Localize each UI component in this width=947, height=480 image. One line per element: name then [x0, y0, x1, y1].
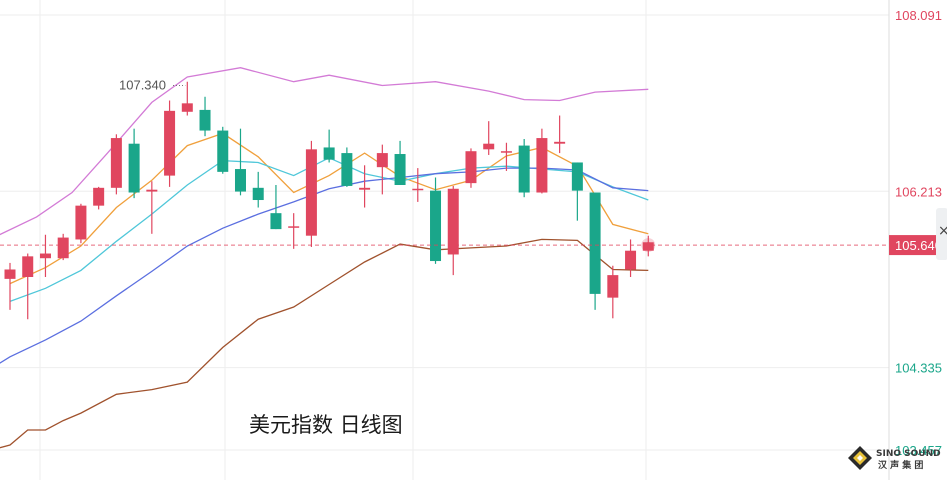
candle-body	[39, 253, 51, 259]
candle	[412, 168, 424, 202]
y-tick-label: 104.335	[895, 361, 942, 376]
candle-body	[110, 138, 122, 188]
candle-body	[500, 151, 512, 153]
candle-body	[607, 275, 619, 298]
current-price-label: 105.640	[895, 238, 942, 253]
candle-body	[430, 190, 442, 262]
candle-body	[199, 109, 211, 131]
candle	[554, 115, 566, 154]
candle-body	[483, 143, 495, 150]
current-price-badge	[889, 235, 947, 256]
candle	[465, 148, 477, 188]
candle-body	[234, 169, 246, 192]
candle-body	[93, 187, 105, 206]
candle-body	[305, 149, 317, 236]
candle	[4, 262, 16, 310]
candle	[75, 203, 87, 244]
candle	[217, 126, 229, 174]
candle-body	[181, 103, 193, 112]
candle	[234, 128, 246, 196]
y-tick-label: 108.091	[895, 8, 942, 23]
candle	[430, 177, 442, 264]
candle-body	[4, 269, 16, 279]
candle-body	[323, 147, 335, 160]
candle	[252, 171, 264, 208]
y-tick-label: 103.457	[895, 443, 942, 458]
candle	[394, 140, 406, 186]
candle-body	[341, 153, 353, 186]
diamond-logo-icon	[848, 446, 872, 470]
candle	[607, 265, 619, 319]
candle	[323, 129, 335, 163]
close-button[interactable]: ×	[936, 208, 947, 260]
candle	[518, 139, 530, 198]
candle	[110, 134, 122, 195]
candle	[39, 234, 51, 277]
last-price-dot	[645, 242, 652, 249]
candle	[128, 128, 140, 199]
candle	[625, 239, 637, 277]
indicator-lines	[0, 67, 649, 449]
candle-body	[465, 151, 477, 184]
candle-body	[217, 130, 229, 172]
candle-body	[164, 110, 176, 176]
candle	[376, 144, 388, 195]
candle	[447, 185, 459, 276]
candle	[199, 96, 211, 137]
chart-title: 美元指数 日线图	[249, 413, 403, 437]
candle	[305, 140, 317, 247]
candle-body	[589, 192, 601, 294]
ma-mid-line	[9, 157, 649, 303]
candle	[341, 147, 353, 187]
candle	[270, 185, 282, 230]
candle	[500, 142, 512, 171]
candle	[93, 186, 105, 210]
candle-body	[376, 153, 388, 168]
candle-body	[288, 226, 300, 228]
bollinger-upper-line	[0, 67, 649, 236]
close-icon[interactable]: ×	[938, 223, 947, 239]
candle	[57, 233, 69, 261]
candle-body	[57, 237, 69, 259]
candle-body	[270, 213, 282, 230]
candle-body	[359, 187, 371, 190]
candle-body	[536, 138, 548, 193]
candle	[589, 192, 601, 310]
candle-body	[447, 188, 459, 255]
candle	[164, 100, 176, 187]
candle-body	[252, 187, 264, 201]
candle-body	[146, 189, 158, 192]
watermark-logo: SINO SOUND 汉 声 集 团	[848, 446, 941, 471]
candle	[22, 253, 34, 320]
candle	[571, 162, 583, 221]
annotations: 107.340	[0, 77, 889, 253]
candle-body	[518, 145, 530, 193]
candle	[536, 128, 548, 194]
candle	[181, 81, 193, 116]
candle	[483, 121, 495, 155]
candle-body	[625, 250, 637, 270]
candlesticks	[4, 81, 654, 320]
candle-body	[394, 154, 406, 186]
candle-body	[571, 162, 583, 191]
candle	[288, 213, 300, 249]
candle-body	[554, 141, 566, 144]
watermark-line2: 汉 声 集 团	[878, 459, 923, 471]
candle-body	[412, 188, 424, 191]
bollinger-lower-line	[0, 238, 649, 449]
candle-body	[75, 205, 87, 240]
chart-grid	[0, 0, 890, 480]
y-tick-label: 106.213	[895, 184, 942, 199]
candle	[359, 165, 371, 208]
watermark-line1: SINO SOUND	[876, 449, 941, 459]
price-axis: 108.091 106.213 104.335 103.457 105.640	[889, 8, 947, 458]
candle-body	[128, 143, 140, 193]
peak-label: 107.340	[119, 77, 166, 92]
candle-body	[22, 256, 34, 277]
candle	[146, 181, 158, 234]
